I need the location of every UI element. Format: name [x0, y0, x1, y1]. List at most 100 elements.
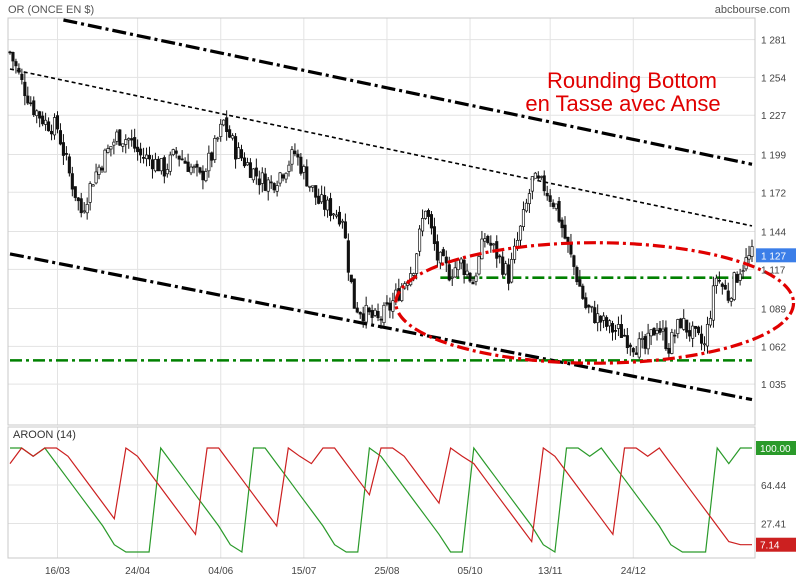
candle-body: [112, 141, 116, 146]
instrument-title: OR (ONCE EN $): [8, 4, 95, 16]
candle-body: [747, 255, 751, 260]
price-tick-label: 1 144: [761, 228, 786, 239]
candle-body: [741, 270, 745, 272]
candle-body: [14, 61, 18, 67]
candle-body: [352, 278, 356, 309]
candle-body: [530, 176, 534, 192]
candle-body: [634, 352, 638, 355]
cup-ellipse: [394, 241, 796, 365]
candle-body: [441, 249, 445, 257]
last-price-badge: [756, 248, 796, 263]
candle-body: [195, 163, 199, 168]
candle-body: [498, 255, 502, 258]
candle-body: [115, 131, 119, 142]
candlestick-series: [8, 50, 754, 360]
aroon-tick-label: 64.44: [761, 481, 786, 492]
candle-body: [254, 167, 258, 177]
candle-body: [245, 162, 249, 166]
candle-body: [447, 264, 451, 281]
source-label: abcbourse.com: [714, 4, 790, 16]
date-tick-label: 13/11: [538, 566, 563, 577]
candle-body: [667, 347, 671, 354]
candle-body: [640, 338, 644, 340]
candle-body: [711, 285, 715, 321]
aroon-tick-label: 27.41: [761, 519, 786, 530]
candle-body: [602, 315, 606, 321]
candle-body: [450, 276, 454, 279]
candle-body: [453, 267, 457, 278]
candle-body: [231, 135, 235, 139]
candle-body: [73, 186, 77, 198]
candle-body: [17, 67, 21, 73]
candle-body: [311, 185, 315, 188]
candle-body: [432, 226, 436, 245]
candle-body: [426, 210, 431, 217]
candle-body: [593, 307, 597, 324]
candle-body: [290, 149, 294, 165]
price-axis: 1 281 1 254 1 227 1 199 1 172 1 144 1 117 1 089…: [756, 36, 796, 391]
aroon-grid: [8, 427, 755, 558]
date-tick-label: 24/12: [621, 566, 646, 577]
candle-body: [67, 156, 71, 174]
candle-body: [584, 297, 588, 308]
candle-body: [694, 325, 698, 329]
candle-body: [257, 178, 261, 186]
candle-body: [661, 328, 665, 332]
price-tick-label: 1 172: [761, 188, 786, 199]
candle-body: [201, 170, 205, 181]
candle-body: [177, 155, 181, 160]
candle-body: [599, 315, 603, 323]
candle-body: [153, 159, 157, 172]
candle-body: [11, 52, 15, 62]
candle-body: [673, 334, 677, 337]
candle-body: [106, 148, 110, 153]
candle-body: [180, 158, 184, 161]
candle-body: [302, 166, 306, 173]
price-tick-label: 1 227: [761, 111, 786, 122]
candle-body: [483, 238, 487, 242]
candle-body: [518, 225, 523, 241]
candle-body: [521, 209, 526, 227]
aroon-label: AROON (14): [13, 429, 76, 441]
candle-body: [729, 298, 733, 302]
aroon-down-line: [9, 446, 752, 546]
price-tick-label: 1 254: [761, 73, 786, 84]
candle-body: [355, 307, 359, 313]
candle-body: [714, 277, 718, 286]
candle-body: [697, 326, 701, 334]
price-tick-label: 1 062: [761, 342, 786, 353]
candle-body: [61, 142, 65, 156]
candle-body: [192, 166, 196, 169]
candle-body: [159, 158, 163, 172]
candle-body: [8, 51, 12, 54]
candle-body: [70, 173, 74, 190]
candle-body: [323, 194, 327, 210]
candle-body: [400, 286, 404, 302]
candle-body: [527, 193, 531, 205]
candle-body: [314, 185, 318, 198]
candle-body: [429, 214, 434, 229]
candle-body: [504, 263, 508, 275]
candle-body: [438, 251, 442, 264]
candle-body: [38, 111, 42, 119]
price-tick-label: 1 117: [761, 265, 786, 276]
candle-body: [510, 259, 514, 283]
candle-body: [189, 166, 193, 174]
candle-body: [474, 275, 478, 282]
candle-body: [337, 211, 341, 225]
candle-body: [412, 273, 416, 276]
candle-body: [524, 202, 528, 212]
candle-body: [688, 330, 692, 337]
candle-body: [590, 305, 594, 308]
candle-body: [228, 129, 232, 138]
candle-body: [50, 130, 54, 135]
candle-body: [204, 171, 208, 182]
candle-body: [260, 172, 264, 184]
candle-body: [554, 203, 558, 209]
date-tick-label: 16/03: [45, 566, 70, 577]
candle-body: [646, 332, 650, 350]
candle-body: [539, 176, 543, 178]
candle-body: [560, 219, 564, 229]
candle-body: [331, 213, 336, 216]
candle-body: [91, 184, 95, 187]
